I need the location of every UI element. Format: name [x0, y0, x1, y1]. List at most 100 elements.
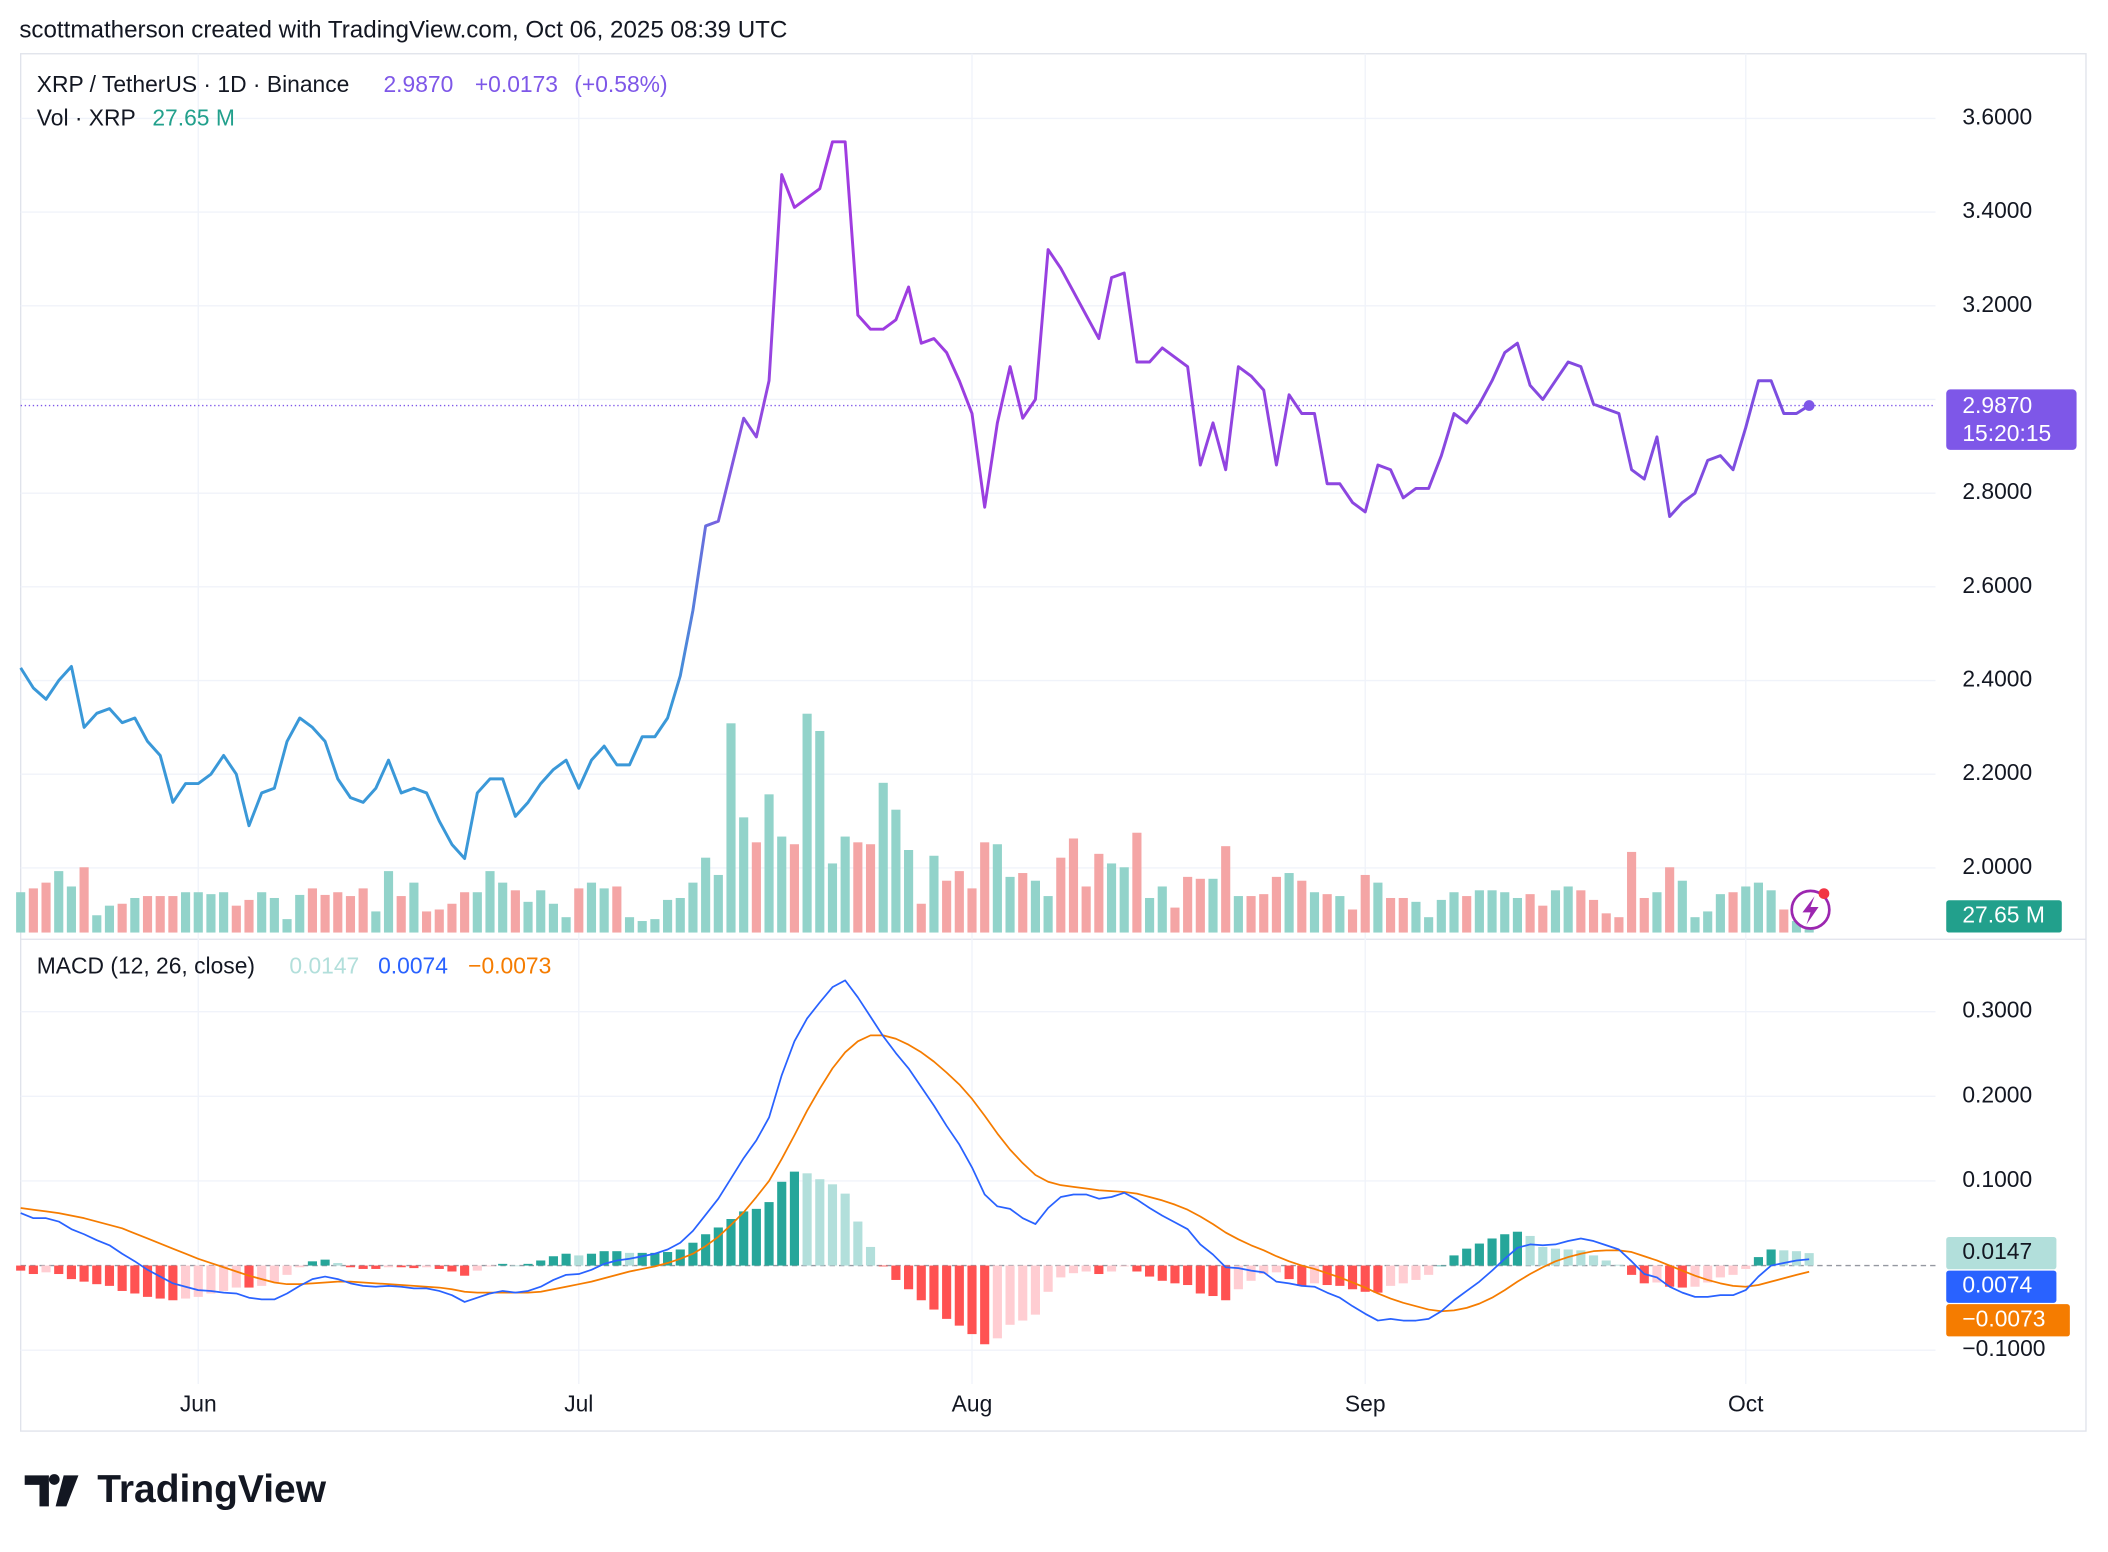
histogram-bar [320, 1259, 330, 1266]
histogram-bar [1386, 1265, 1396, 1286]
volume-bar [865, 844, 876, 933]
histogram-bar [1449, 1255, 1459, 1266]
price-label: 2.9870 [1962, 392, 2032, 418]
histogram-bar [561, 1253, 571, 1266]
volume-bar [1652, 892, 1662, 933]
volume-bar [219, 892, 229, 933]
histogram-bar [1347, 1265, 1358, 1290]
histogram-bar [1474, 1243, 1484, 1266]
histogram-bar [878, 1265, 888, 1267]
volume-bar [1056, 857, 1066, 933]
volume-bar [333, 892, 343, 933]
volume-bar [1779, 909, 1789, 933]
histogram-bar [1068, 1265, 1079, 1274]
histogram-bar [117, 1265, 127, 1291]
volume-bar [142, 896, 153, 933]
histogram-bar [257, 1265, 267, 1286]
volume-bar [1576, 890, 1586, 933]
histogram-label: 0.0147 [1962, 1238, 2032, 1264]
alert-icon [1790, 888, 1831, 930]
volume-bar [1246, 896, 1256, 933]
logo [24, 1474, 79, 1507]
histogram-bar [1056, 1265, 1066, 1278]
histogram-bar [155, 1265, 165, 1299]
volume-bar [764, 794, 774, 933]
volume-bar [193, 892, 203, 933]
volume-bar [624, 917, 635, 933]
volume-bar [1741, 886, 1751, 933]
histogram-bar [16, 1265, 26, 1271]
volume-bar [1690, 917, 1700, 933]
volume-bar [206, 894, 216, 933]
volume-bar [713, 874, 723, 933]
volume-bar [853, 842, 863, 933]
volume-bar [523, 901, 533, 933]
volume-bar [548, 903, 558, 933]
volume-bar [1462, 896, 1472, 933]
volume-bar [1538, 905, 1548, 933]
histogram-bar [980, 1265, 990, 1345]
histogram-bar [1081, 1265, 1091, 1272]
volume-bar [358, 888, 368, 933]
last-price: 2.9870 [383, 71, 453, 97]
countdown-label: 15:20:15 [1962, 420, 2051, 446]
histogram-bar [1018, 1265, 1028, 1321]
histogram-bar [916, 1265, 926, 1301]
volume-bar [1043, 896, 1053, 933]
volume-bar [1487, 890, 1497, 933]
volume-bar [28, 888, 38, 933]
histogram-bar [1703, 1265, 1713, 1283]
volume-last: 27.65 M [152, 105, 234, 131]
volume-bar [66, 886, 76, 933]
volume-bar [1183, 876, 1193, 933]
histogram-bar [1766, 1249, 1776, 1266]
histogram-bar [447, 1265, 457, 1272]
histogram-bar [104, 1265, 115, 1286]
histogram-bar [1398, 1265, 1408, 1284]
histogram-bar [1183, 1265, 1193, 1286]
histogram-bar [1246, 1265, 1256, 1281]
volume-bar [675, 897, 685, 933]
volume-bar [1195, 878, 1205, 933]
histogram-bar [1030, 1265, 1040, 1315]
volume-bar [1309, 892, 1320, 933]
histogram-bar [371, 1265, 381, 1269]
volume-bar [739, 817, 749, 933]
histogram-bar [1728, 1265, 1738, 1275]
histogram-bar [1715, 1265, 1725, 1278]
volume-bar [1563, 886, 1573, 933]
signal-label-box [1946, 1304, 2070, 1337]
volume-bar [599, 888, 609, 933]
x-tick-label: Jul [564, 1391, 593, 1417]
histogram-bar [802, 1173, 812, 1266]
histogram-bar [1741, 1265, 1751, 1269]
histogram-bar [675, 1249, 685, 1266]
volume-bar [942, 880, 952, 933]
histogram-bar [434, 1265, 444, 1269]
volume-bar [1386, 897, 1396, 933]
histogram-bar [1195, 1265, 1205, 1294]
volume-bar [1347, 909, 1358, 933]
volume-bar [1753, 882, 1764, 933]
histogram-bar [1322, 1265, 1332, 1286]
volume-bar [1639, 897, 1649, 933]
histogram-bar [942, 1265, 952, 1319]
volume-bar [1398, 897, 1408, 933]
histogram-bar [1652, 1265, 1662, 1283]
logo-text: TradingView [97, 1468, 326, 1511]
volume-bar [586, 882, 597, 933]
volume-bar [751, 842, 761, 933]
volume-bar [396, 896, 406, 933]
volume-bar [1284, 873, 1294, 933]
histogram-bar [383, 1265, 394, 1268]
histogram-bar [79, 1265, 89, 1282]
histogram-bar [523, 1263, 533, 1266]
volume-bar [307, 888, 317, 933]
volume-bar [1449, 892, 1459, 933]
volume-bar [1436, 899, 1446, 933]
volume-bar [257, 892, 267, 933]
volume-bar [1018, 873, 1028, 933]
volume-bar [16, 892, 26, 933]
histogram-bar [181, 1265, 191, 1299]
